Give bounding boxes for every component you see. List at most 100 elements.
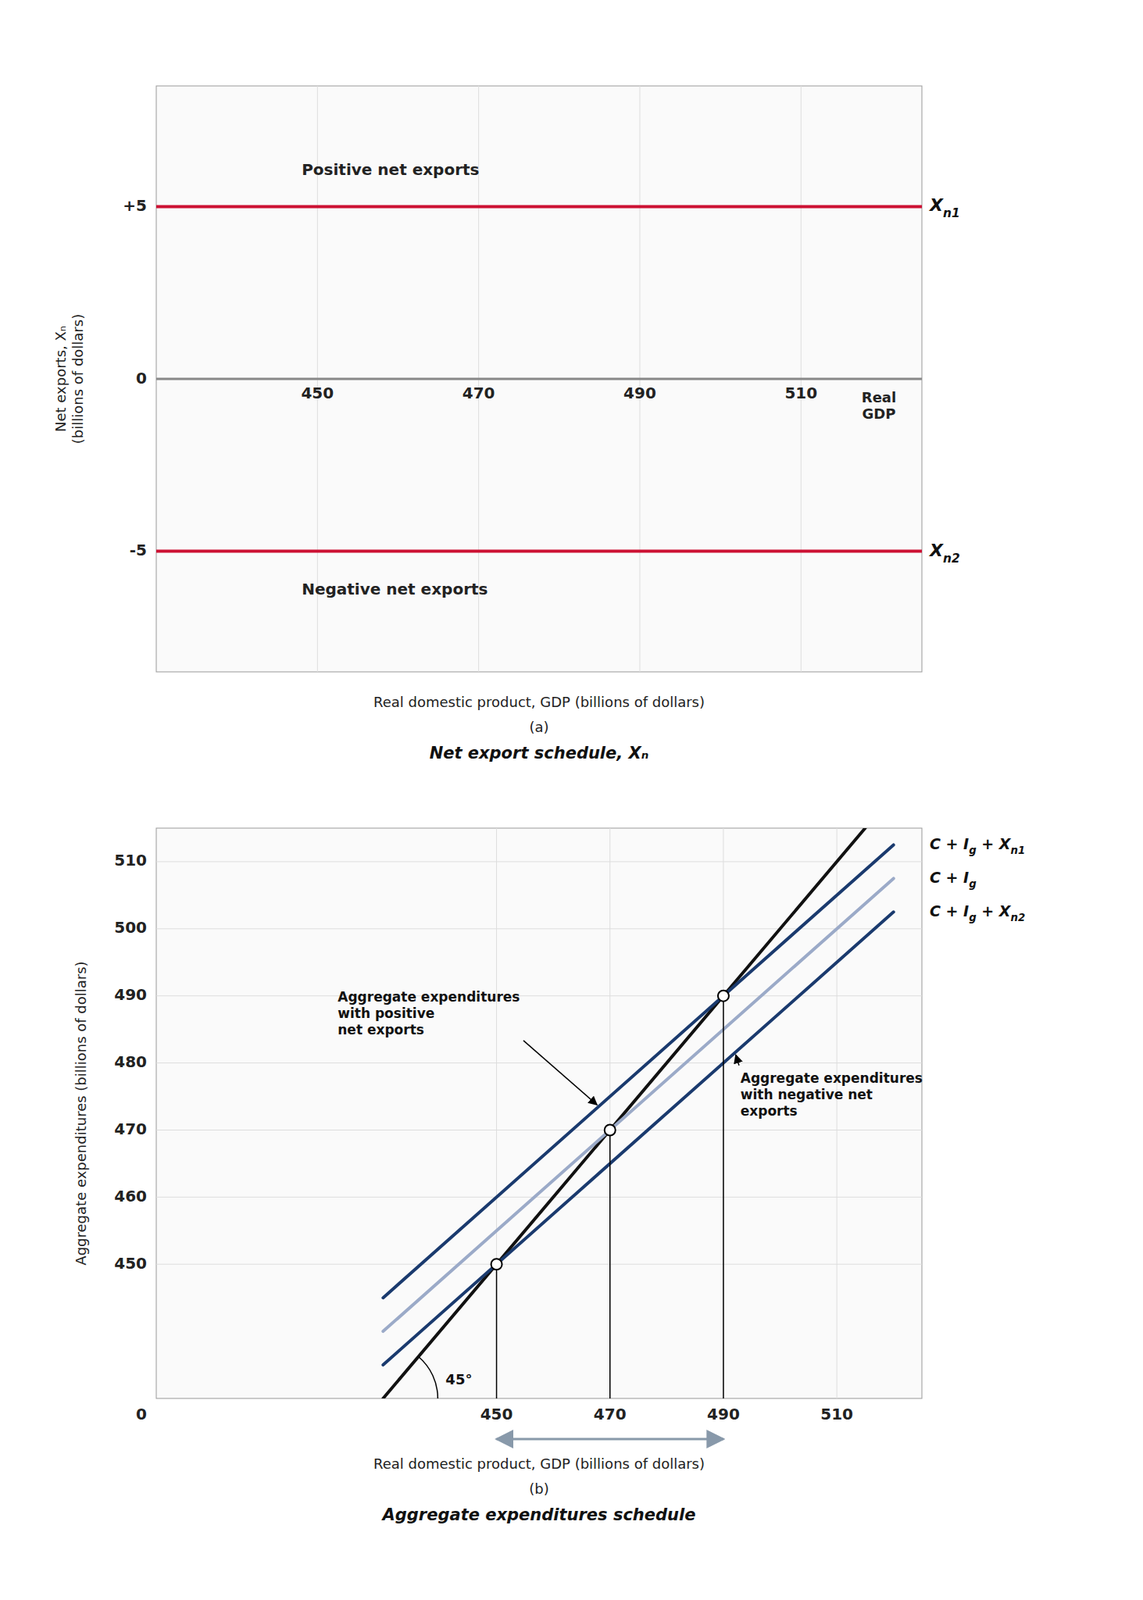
y-tick-label: 460 xyxy=(114,1186,147,1206)
x-tick-label: 470 xyxy=(462,383,496,403)
line-label: C + Ig + Xn2 xyxy=(929,902,1026,924)
subscript: g xyxy=(968,911,977,924)
grid-line-y xyxy=(156,1196,922,1198)
grid-line-x xyxy=(609,828,611,1399)
annotation: Aggregate expenditureswith negative nete… xyxy=(740,1070,923,1119)
equilibrium-point xyxy=(717,990,729,1002)
subscript: g xyxy=(968,878,977,890)
figure: -50+5450470490510Xn1Xn2Positive net expo… xyxy=(0,0,1143,1600)
annotation-arrow xyxy=(523,1040,597,1105)
text-part: + xyxy=(976,902,1000,920)
text-part: X xyxy=(998,902,1012,920)
origin-label: 0 xyxy=(135,1404,147,1424)
line-label: Xn1 xyxy=(928,195,961,221)
text-part: I xyxy=(963,835,969,853)
x-axis-label: Real domestic product, GDP (billions of … xyxy=(373,693,705,711)
text-line: Aggregate expenditures (billions of doll… xyxy=(72,960,90,1265)
text-line: net exports xyxy=(337,1021,425,1038)
y-tick-label: 0 xyxy=(135,368,147,388)
equilibrium-point xyxy=(491,1258,503,1270)
text-line: GDP xyxy=(862,405,897,422)
text-part: C + xyxy=(929,835,964,853)
series-line xyxy=(382,878,893,1332)
drop-line xyxy=(609,1129,611,1399)
text-part: X xyxy=(928,540,944,561)
subscript: n2 xyxy=(1010,911,1026,924)
y-tick-label: 510 xyxy=(114,850,147,870)
text-line: exports xyxy=(740,1103,798,1119)
text-line: Aggregate expenditures xyxy=(740,1070,923,1086)
plot-frame xyxy=(156,85,922,672)
axis-note: RealGDP xyxy=(861,389,897,422)
text-line: Net exports, Xₙ xyxy=(52,325,69,433)
series-line xyxy=(156,204,922,208)
x-tick-label: 490 xyxy=(707,1404,740,1424)
grid-line-y xyxy=(156,860,922,862)
y-tick-label: 500 xyxy=(114,917,147,937)
subscript: n1 xyxy=(1010,844,1026,857)
y-tick-label: 490 xyxy=(114,985,147,1004)
grid-line-x xyxy=(722,828,724,1399)
subscript: n2 xyxy=(942,550,961,565)
x-tick-label: 510 xyxy=(820,1404,854,1424)
line-label: Xn2 xyxy=(928,540,961,566)
panel: 450 460 470 480 490 500 510 450 470 490 510 45° C + … xyxy=(72,828,1026,1525)
y-tick-label: 470 xyxy=(114,1119,147,1139)
y-axis-label: Aggregate expenditures (billions of doll… xyxy=(72,960,90,1265)
equilibrium-point xyxy=(604,1124,616,1136)
text-line: Aggregate expenditures xyxy=(337,989,520,1005)
text-line: with negative net xyxy=(740,1086,873,1103)
y-tick-label: -5 xyxy=(129,540,147,560)
x-tick-label: 510 xyxy=(784,383,818,403)
x-tick-label: 450 xyxy=(480,1404,514,1424)
annotation: Negative net exports xyxy=(301,579,488,599)
grid-line-x xyxy=(496,828,497,1399)
grid-line-y xyxy=(156,1264,922,1265)
text-line: Real xyxy=(861,389,897,406)
plot-frame xyxy=(156,828,922,1399)
grid-line-y xyxy=(156,1129,922,1131)
text-part: C + xyxy=(929,868,964,886)
text-part: X xyxy=(998,835,1012,853)
series-line xyxy=(156,550,922,554)
line-label: C + Ig + Xn1 xyxy=(929,835,1026,857)
y-tick-label: 480 xyxy=(114,1052,147,1072)
y-axis-label: Net exports, Xₙ(billions of dollars) xyxy=(52,314,86,444)
text-part: C + xyxy=(929,902,964,920)
subscript: n1 xyxy=(942,206,961,221)
x-axis-label: Real domestic product, GDP (billions of … xyxy=(373,1455,705,1472)
zero-line xyxy=(156,378,922,381)
line-label: C + Ig xyxy=(929,868,977,890)
grid-line-y xyxy=(156,995,922,997)
annotation: Positive net exports xyxy=(301,160,479,179)
annotation-arrow xyxy=(735,1054,740,1066)
data-layer xyxy=(156,206,922,551)
text-part: I xyxy=(963,902,969,920)
text-line: (billions of dollars) xyxy=(69,314,86,444)
series-line xyxy=(382,828,865,1399)
range-arrow xyxy=(496,1438,724,1441)
y-tick-label: +5 xyxy=(122,196,147,215)
drop-line xyxy=(496,1264,498,1399)
series-line xyxy=(382,911,893,1365)
text-line: with positive xyxy=(337,1005,435,1022)
subtitle: (a) xyxy=(528,718,549,736)
text-part: I xyxy=(963,868,969,886)
x-tick-label: 470 xyxy=(593,1404,627,1424)
subtitle: (b) xyxy=(528,1480,549,1497)
annotation: Aggregate expenditureswith positivenet e… xyxy=(337,989,520,1038)
text-part: + xyxy=(976,835,1000,853)
angle-arc xyxy=(418,1357,439,1399)
data-layer xyxy=(382,828,893,1399)
grid-line-y xyxy=(156,928,922,929)
x-tick-label: 490 xyxy=(623,383,657,403)
text-part: X xyxy=(928,195,944,215)
y-tick-label: 450 xyxy=(114,1253,147,1273)
title: Net export schedule, Xₙ xyxy=(429,743,650,763)
title: Aggregate expenditures schedule xyxy=(381,1505,697,1525)
angle-label: 45° xyxy=(445,1371,472,1388)
x-tick-label: 450 xyxy=(300,383,334,403)
drop-line xyxy=(722,996,725,1399)
grid-line-x xyxy=(836,828,838,1399)
subscript: g xyxy=(968,844,977,857)
